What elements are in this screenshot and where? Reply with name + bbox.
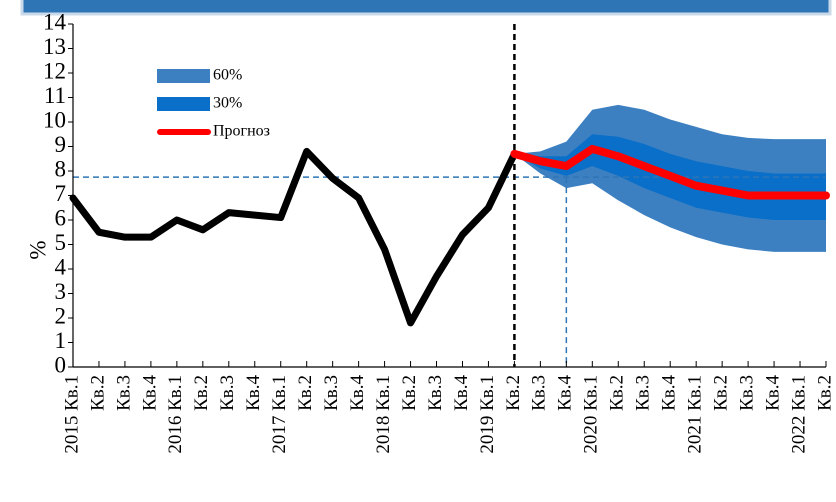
x-tick-label: Кв.4: [347, 375, 368, 411]
y-tick-label: 1: [55, 328, 67, 353]
x-tick-label: Кв.2: [607, 375, 628, 411]
x-tick-label: Кв.3: [113, 375, 134, 411]
x-tick-label: Кв.3: [425, 375, 446, 411]
x-tick-label: Кв.3: [736, 375, 757, 411]
x-tick-label: 2020 Кв.1: [581, 375, 602, 454]
x-tick-label: Кв.2: [399, 375, 420, 411]
y-tick-label: 5: [55, 230, 67, 255]
series-line: [510, 144, 830, 200]
y-tick-label: 3: [55, 279, 67, 304]
y-tick-label: 12: [43, 58, 66, 83]
x-tick-label: 2016 Кв.1: [165, 375, 186, 454]
y-tick-label: 9: [55, 132, 67, 157]
x-tick-label: 2018 Кв.1: [373, 375, 394, 454]
series-line: [69, 147, 518, 327]
y-tick-label: 11: [44, 83, 66, 108]
y-tick-label: 14: [43, 9, 67, 34]
legend-swatch: [157, 97, 210, 111]
x-tick-label: Кв.3: [529, 375, 550, 411]
legend-label: Прогноз: [213, 123, 270, 140]
x-tick-label: Кв.4: [555, 375, 576, 411]
x-tick-label: 2017 Кв.1: [269, 375, 290, 454]
x-tick-label: 2022 Кв.1: [788, 375, 809, 454]
legend-swatch: [157, 69, 210, 83]
x-tick-label: Кв.4: [659, 375, 680, 411]
y-tick-label: 7: [55, 181, 67, 206]
x-tick-label: Кв.4: [762, 375, 783, 411]
x-tick-label: Кв.3: [321, 375, 342, 411]
y-tick-label: 13: [43, 34, 66, 59]
x-tick-label: Кв.2: [191, 375, 212, 411]
x-tick-label: Кв.2: [710, 375, 731, 411]
y-tick-label: 6: [55, 205, 67, 230]
x-tick-label: Кв.2: [503, 375, 524, 411]
x-tick-label: Кв.3: [217, 375, 238, 411]
x-tick-label: Кв.4: [243, 375, 264, 411]
x-tick-label: Кв.2: [87, 375, 108, 411]
legend-label: 60%: [213, 67, 242, 84]
y-tick-label: 0: [55, 352, 67, 377]
x-tick-label: Кв.4: [139, 375, 160, 411]
y-tick-label: 4: [55, 254, 67, 279]
title-bar: [20, 0, 832, 16]
y-tick-label: 8: [55, 156, 67, 181]
y-tick-label: 2: [55, 303, 67, 328]
x-tick-label: 2015 Кв.1: [61, 375, 82, 454]
x-tick-label: 2019 Кв.1: [477, 375, 498, 454]
x-tick-label: 2021 Кв.1: [685, 375, 706, 454]
x-tick-label: Кв.2: [295, 375, 316, 411]
y-tick-label: 10: [43, 107, 66, 132]
x-tick-label: Кв.3: [633, 375, 654, 411]
x-tick-label: Кв.4: [451, 375, 472, 411]
y-axis-label: %: [25, 240, 50, 259]
legend-label: 30%: [213, 95, 242, 112]
x-tick-label: Кв.2: [814, 375, 835, 411]
